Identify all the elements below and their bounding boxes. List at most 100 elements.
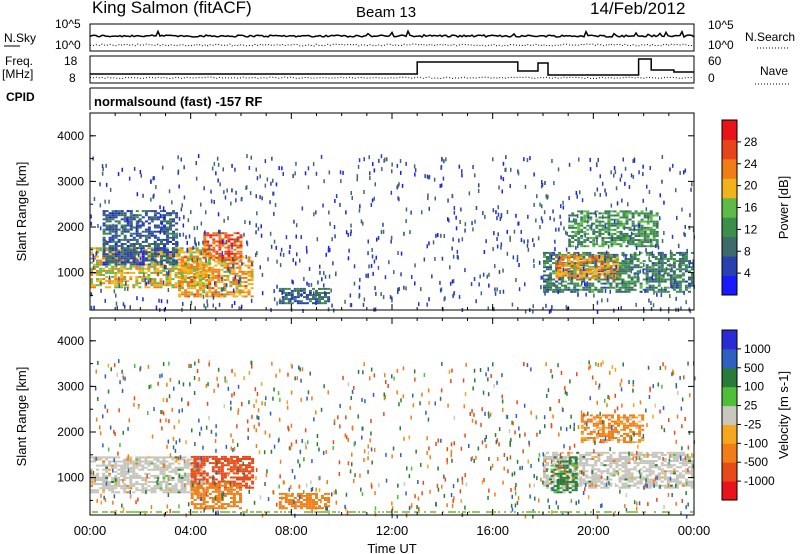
heatmap-cell xyxy=(171,267,175,270)
heatmap-cell xyxy=(227,234,231,237)
heatmap-cell xyxy=(195,269,199,272)
heatmap-cell xyxy=(451,194,454,199)
heatmap-cell xyxy=(643,212,647,215)
heatmap-cell xyxy=(202,285,206,288)
heatmap-cell xyxy=(645,470,649,473)
heatmap-cell xyxy=(202,490,206,493)
heatmap-cell xyxy=(232,272,236,275)
heatmap-cell xyxy=(324,274,327,279)
heatmap-cell xyxy=(691,278,694,281)
heatmap-cell xyxy=(108,255,112,258)
heatmap-cell xyxy=(527,247,530,252)
heatmap-cell xyxy=(163,210,166,213)
heatmap-cell xyxy=(169,251,172,254)
heatmap-cell xyxy=(567,288,571,291)
heatmap-cell xyxy=(150,257,154,260)
heatmap-cell xyxy=(105,280,109,283)
heatmap-cell xyxy=(684,280,688,283)
heatmap-cell xyxy=(202,470,206,473)
heatmap-cell xyxy=(181,274,185,277)
heatmap-cell xyxy=(576,264,580,267)
heatmap-cell xyxy=(601,220,605,223)
heatmap-cell xyxy=(657,253,661,256)
heatmap-cell xyxy=(539,225,541,230)
heatmap-cell xyxy=(679,262,681,267)
heatmap-cell xyxy=(546,282,549,285)
heatmap-cell xyxy=(108,485,112,488)
heatmap-cell xyxy=(239,252,243,255)
heatmap-cell xyxy=(576,251,580,254)
heatmap-cell xyxy=(233,252,237,255)
heatmap-cell xyxy=(248,462,251,465)
heatmap-cell xyxy=(609,269,613,271)
heatmap-cell xyxy=(613,258,616,261)
heatmap-cell xyxy=(639,478,643,481)
heatmap-cell xyxy=(193,490,197,493)
heatmap-cell xyxy=(278,492,282,495)
heatmap-cell xyxy=(477,189,480,193)
heatmap-cell xyxy=(324,505,327,508)
heatmap-cell xyxy=(108,224,112,227)
heatmap-cell xyxy=(102,257,106,260)
heatmap-cell xyxy=(552,251,556,254)
heatmap-cell xyxy=(584,233,586,238)
heatmap-cell xyxy=(523,157,525,162)
heatmap-cell xyxy=(496,237,498,241)
heatmap-cell xyxy=(135,261,139,264)
heatmap-cell xyxy=(577,232,581,235)
heatmap-cell xyxy=(625,210,629,213)
heatmap-cell xyxy=(198,253,202,256)
heatmap-cell xyxy=(292,258,294,263)
heatmap-cell xyxy=(284,287,288,290)
heatmap-cell xyxy=(570,264,574,267)
heatmap-cell xyxy=(135,278,139,281)
heatmap-cell xyxy=(174,253,178,256)
heatmap-cell xyxy=(567,472,571,475)
heatmap-cell xyxy=(141,456,145,459)
heatmap-cell xyxy=(675,296,677,301)
heatmap-cell xyxy=(669,264,673,267)
heatmap-cell xyxy=(305,302,309,305)
heatmap-cell xyxy=(384,275,387,280)
heatmap-cell xyxy=(591,275,595,278)
heatmap-cell xyxy=(90,251,93,254)
heatmap-cell xyxy=(144,263,148,266)
heatmap-cell xyxy=(582,266,585,271)
heatmap-cell xyxy=(201,282,205,285)
heatmap-cell xyxy=(193,464,197,467)
heatmap-cell xyxy=(580,228,584,231)
heatmap-cell xyxy=(362,302,365,307)
heatmap-cell xyxy=(111,210,115,213)
heatmap-cell xyxy=(189,491,193,494)
heatmap-cell xyxy=(183,487,187,490)
heatmap-cell xyxy=(443,234,445,238)
heatmap-cell xyxy=(168,466,172,469)
heatmap-cell xyxy=(621,464,625,467)
heatmap-cell xyxy=(204,274,208,276)
heatmap-cell xyxy=(120,466,124,469)
heatmap-cell xyxy=(290,298,294,301)
heatmap-cell xyxy=(688,282,691,285)
heatmap-cell xyxy=(111,218,115,221)
heatmap-cell xyxy=(624,468,628,471)
heatmap-cell xyxy=(606,251,610,254)
heatmap-cell xyxy=(147,226,151,229)
heatmap-cell xyxy=(163,255,166,258)
heatmap-cell xyxy=(217,468,221,471)
heatmap-cell xyxy=(637,232,641,235)
heatmap-cell xyxy=(633,462,637,465)
heatmap-cell xyxy=(482,211,484,216)
heatmap-cell xyxy=(229,501,233,504)
heatmap-cell xyxy=(238,274,242,277)
heatmap-cell xyxy=(634,232,638,235)
heatmap-cell xyxy=(287,300,291,303)
heatmap-cell xyxy=(207,251,211,254)
heatmap-cell xyxy=(153,255,157,258)
heatmap-cell xyxy=(691,182,693,187)
heatmap-cell xyxy=(284,499,288,501)
heatmap-cell xyxy=(609,275,613,278)
heatmap-cell xyxy=(165,456,169,459)
heatmap-cell xyxy=(96,468,99,471)
heatmap-cell xyxy=(362,221,364,226)
heatmap-cell xyxy=(196,466,200,469)
